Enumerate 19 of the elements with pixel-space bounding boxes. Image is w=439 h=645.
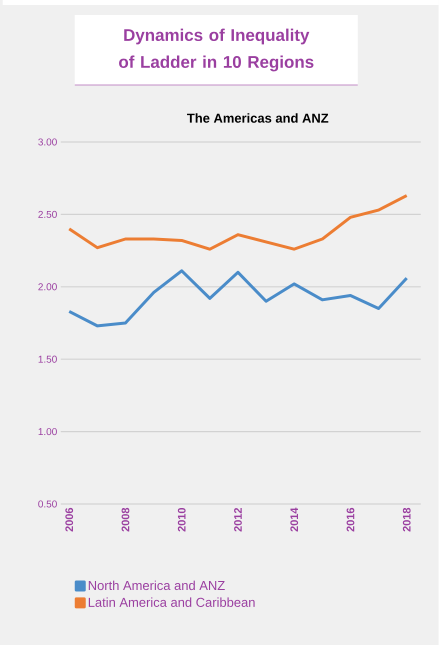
y-tick-label: 3.00 [38,138,57,146]
line-series [68,269,408,328]
legend-label: Latin America and Caribbean [88,597,255,607]
line-series [68,194,408,251]
y-tick-label: 0.50 [38,500,57,508]
x-tick-label: 2012 [234,508,242,532]
x-tick-label: 2016 [346,508,354,532]
chart-subtitle: The Americas and ANZ [187,113,328,123]
x-tick-label: 2018 [402,508,411,532]
y-tick-label: 1.50 [38,356,57,363]
x-tick-label: 2008 [122,508,130,532]
x-tick-label: 2014 [290,508,298,532]
x-tick-label: 2010 [178,508,186,532]
y-tick-label: 2.50 [38,210,57,218]
x-tick-label: 2006 [65,508,74,532]
chart-title: Dynamics of Inequality of Ladder in 10 Regions [119,28,314,72]
y-tick-label: 2.00 [38,283,57,290]
y-tick-label: 1.00 [38,428,57,436]
legend-label: North America and ANZ [88,580,225,590]
